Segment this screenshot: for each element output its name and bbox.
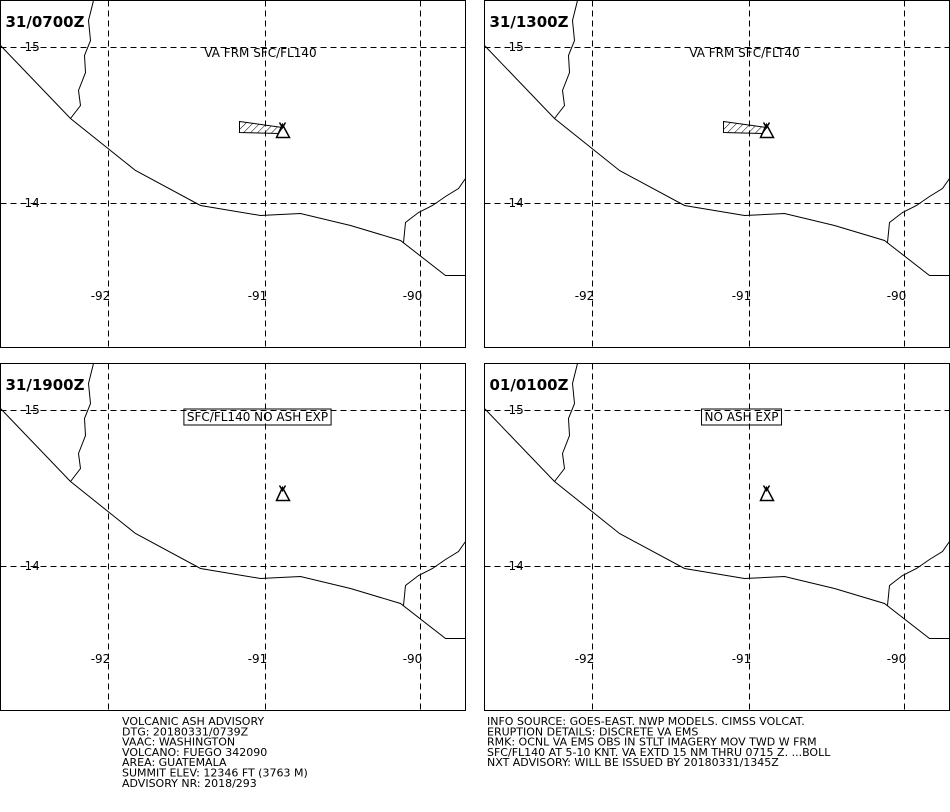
lon-label: -91 <box>248 289 268 303</box>
advisory-line: AREA: GUATEMALA <box>122 756 227 769</box>
valid-time: 01/0100Z <box>490 376 569 394</box>
annotation-box <box>183 408 332 426</box>
lat-label: 15 <box>25 40 40 54</box>
advisory-line: RMK: OCNL VA EMS OBS IN STLT IMAGERY MOV… <box>487 736 817 749</box>
map-panel: 15 14 -92 -91 -90 31/0700Z VA FRM SFC/FL140 <box>0 0 466 348</box>
ash-cloud <box>723 120 768 135</box>
advisory-line: ADVISORY NR: 2018/293 <box>122 777 257 790</box>
panel-frame <box>0 0 466 348</box>
lat-label: 14 <box>25 196 40 210</box>
lon-label: -92 <box>575 289 595 303</box>
advisory-line: SFC/FL140 AT 5-10 KNT. VA EXTD 15 NM THR… <box>487 746 831 759</box>
lon-label: -91 <box>732 289 752 303</box>
ash-annotation: VA FRM SFC/FLT40 <box>689 46 799 60</box>
lon-label: -91 <box>732 652 752 666</box>
map-panel: 15 14 -92 -91 -90 31/1300Z VA FRM SFC/FLT40 <box>484 0 950 348</box>
lat-label: 15 <box>509 403 524 417</box>
coastline <box>484 408 950 639</box>
volcano-symbol <box>275 485 291 502</box>
advisory-line: DTG: 20180331/0739Z <box>122 725 249 738</box>
ash-annotation: SFC/FL140 NO ASH EXP <box>187 410 328 424</box>
coastline <box>484 45 950 276</box>
advisory-line: NXT ADVISORY: WILL BE ISSUED BY 20180331… <box>487 756 779 769</box>
border <box>887 541 950 606</box>
lon-label: -92 <box>575 652 595 666</box>
border <box>70 363 94 482</box>
ash-cloud <box>239 120 284 135</box>
valid-time: 31/0700Z <box>6 13 85 31</box>
volcano-symbol <box>759 122 775 139</box>
border <box>70 0 94 119</box>
volcano-symbol <box>275 122 291 139</box>
border <box>403 178 466 243</box>
lat-label: 14 <box>25 559 40 573</box>
lat-label: 15 <box>25 403 40 417</box>
map-panel: 15 14 -92 -91 -90 31/1900Z SFC/FL140 NO ASH EX… <box>0 363 466 711</box>
lon-label: -91 <box>248 652 268 666</box>
advisory-line: ERUPTION DETAILS: DISCRETE VA EMS <box>487 725 698 738</box>
valid-time: 31/1900Z <box>6 376 85 394</box>
border <box>554 0 578 119</box>
coastline <box>0 45 466 276</box>
lon-label: -90 <box>403 652 423 666</box>
ash-annotation: NO ASH EXP <box>705 410 779 424</box>
annotation-box <box>701 408 782 426</box>
advisory-line: SUMMIT ELEV: 12346 FT (3763 M) <box>122 767 308 780</box>
volcano-symbol <box>759 485 775 502</box>
lon-label: -90 <box>887 289 907 303</box>
lon-label: -90 <box>403 289 423 303</box>
border <box>887 178 950 243</box>
lon-label: -92 <box>91 289 111 303</box>
lat-label: 15 <box>509 40 524 54</box>
advisory-line: VAAC: WASHINGTON <box>122 736 235 749</box>
advisory-line: VOLCANO: FUEGO 342090 <box>122 746 267 759</box>
lat-label: 14 <box>509 559 524 573</box>
map-panel: 15 14 -92 -91 -90 01/0100Z NO ASH EXP <box>484 363 950 711</box>
advisory-line: INFO SOURCE: GOES-EAST. NWP MODELS. CIMS… <box>487 715 805 728</box>
lat-label: 14 <box>509 196 524 210</box>
border <box>403 541 466 606</box>
lon-label: -92 <box>91 652 111 666</box>
valid-time: 31/1300Z <box>490 13 569 31</box>
border <box>554 363 578 482</box>
ash-annotation: VA FRM SFC/FL140 <box>204 46 316 60</box>
panel-frame <box>0 363 466 711</box>
lon-label: -90 <box>887 652 907 666</box>
advisory-line: VOLCANIC ASH ADVISORY <box>122 715 264 728</box>
coastline <box>0 408 466 639</box>
